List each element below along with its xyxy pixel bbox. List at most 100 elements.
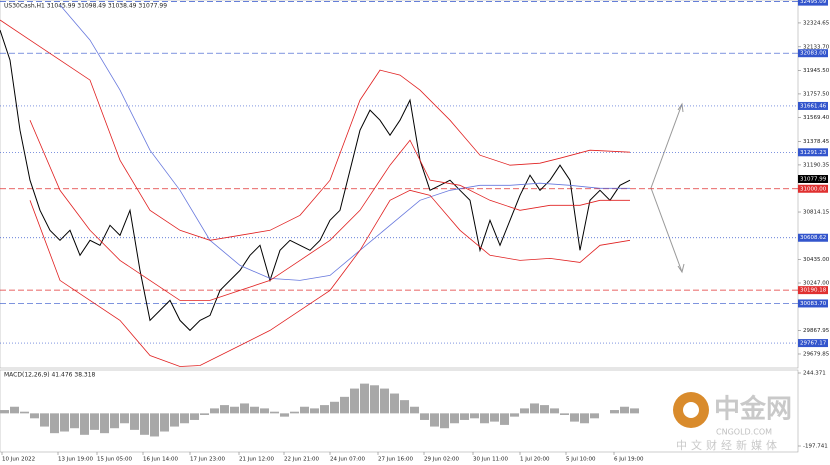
macd-bar bbox=[490, 413, 499, 422]
y-tick-label: 29867.95 bbox=[803, 328, 830, 334]
macd-bar bbox=[180, 413, 189, 424]
level-box bbox=[798, 49, 828, 58]
macd-bar bbox=[110, 413, 119, 429]
level-label: 31077.99 bbox=[800, 176, 827, 182]
y-tick-label: 31569.40 bbox=[803, 115, 830, 121]
macd-bar bbox=[420, 413, 429, 420]
y-tick-label: 32324.65 bbox=[803, 20, 830, 26]
y-tick-label: 31378.45 bbox=[803, 139, 830, 145]
slogan: 中文财经新媒体 bbox=[676, 438, 781, 452]
y-tick-label: 31757.50 bbox=[803, 91, 830, 97]
level-label: 29767.17 bbox=[800, 341, 827, 347]
x-tick-label: 15 Jun 05:00 bbox=[97, 457, 132, 463]
macd-bar bbox=[300, 406, 309, 414]
x-tick-label: 21 Jun 12:00 bbox=[239, 457, 274, 463]
x-tick-label: 13 Jun 19:00 bbox=[58, 457, 93, 463]
x-tick-label: 30 Jun 11:00 bbox=[473, 457, 508, 463]
macd-bar bbox=[280, 413, 289, 417]
level-label: 30608.62 bbox=[800, 235, 826, 241]
macd-bar bbox=[60, 413, 69, 432]
x-tick-label: 6 Jul 19:00 bbox=[614, 457, 644, 463]
x-tick-label: 10 Jun 2022 bbox=[2, 457, 35, 463]
level-label: 31000.00 bbox=[800, 186, 827, 192]
macd-bar bbox=[0, 410, 9, 414]
macd-bar bbox=[350, 388, 359, 414]
series-line bbox=[59, 4, 630, 281]
macd-bar bbox=[230, 406, 239, 414]
y-tick-label: 30814.15 bbox=[803, 210, 830, 216]
macd-bar bbox=[460, 413, 469, 420]
macd-bar bbox=[380, 388, 389, 414]
x-tick-label: 5 Jul 10:00 bbox=[566, 457, 596, 463]
macd-bar bbox=[130, 413, 139, 430]
level-label: 31661.46 bbox=[800, 103, 827, 109]
series-line bbox=[0, 19, 631, 241]
x-tick-label: 27 Jun 16:00 bbox=[378, 457, 413, 463]
macd-bar bbox=[550, 408, 559, 414]
macd-bar bbox=[150, 413, 159, 437]
macd-bar bbox=[500, 413, 509, 425]
level-label: 32083.00 bbox=[800, 51, 827, 57]
macd-bar bbox=[410, 406, 419, 414]
level-box bbox=[798, 299, 828, 308]
macd-bar bbox=[190, 413, 199, 420]
main-panel bbox=[0, 0, 799, 369]
site: CNGOLD.COM bbox=[716, 428, 772, 437]
macd-bar bbox=[120, 413, 129, 424]
macd-bar bbox=[260, 408, 269, 414]
macd-bar bbox=[510, 413, 519, 417]
macd-bar bbox=[440, 413, 449, 429]
macd-bar bbox=[30, 413, 39, 419]
macd-bar bbox=[70, 413, 79, 429]
brand: 中金网 bbox=[714, 394, 792, 425]
macd-bar bbox=[220, 405, 229, 414]
level-box bbox=[798, 339, 828, 348]
level-box bbox=[798, 101, 828, 110]
macd-bar bbox=[610, 410, 619, 414]
level-box bbox=[798, 148, 828, 157]
series-line bbox=[29, 120, 630, 301]
y-tick-label: 29679.85 bbox=[803, 351, 830, 357]
x-tick-label: 1 Jul 20:00 bbox=[520, 457, 550, 463]
macd-bar bbox=[290, 411, 299, 414]
macd-bar bbox=[270, 411, 279, 414]
macd-bar bbox=[320, 405, 329, 414]
level-label: 31291.23 bbox=[800, 150, 827, 156]
macd-bar bbox=[620, 406, 629, 414]
macd-bar bbox=[340, 396, 349, 414]
series-line bbox=[0, 29, 631, 332]
macd-bar bbox=[210, 408, 219, 414]
level-label: 32495.09 bbox=[800, 0, 827, 5]
macd-bar bbox=[540, 405, 549, 414]
macd-bar bbox=[160, 413, 169, 432]
y-tick-label: 30247.00 bbox=[803, 281, 830, 287]
macd-bar bbox=[240, 403, 249, 414]
macd-bar bbox=[90, 413, 99, 430]
macd-bar bbox=[140, 413, 149, 435]
macd-y-tick-label: -197.741 bbox=[803, 444, 828, 450]
level-box bbox=[798, 184, 828, 193]
macd-bar bbox=[40, 413, 49, 427]
macd-bar bbox=[200, 413, 209, 416]
y-tick-label: 31945.50 bbox=[803, 68, 830, 74]
macd-bar bbox=[80, 413, 89, 435]
macd-title: MACD(12,26,9) 41.476 38.318 bbox=[4, 372, 96, 379]
series-line bbox=[29, 189, 631, 367]
y-tick-label: 31190.35 bbox=[803, 162, 830, 168]
macd-bar bbox=[580, 413, 589, 424]
macd-bar bbox=[20, 411, 29, 414]
macd-bar bbox=[560, 413, 569, 416]
chart-title: US30Cash,H1 31045.99 31098.49 31038.49 3… bbox=[4, 3, 167, 10]
x-tick-label: 22 Jun 21:00 bbox=[284, 457, 319, 463]
macd-y-tick-label: 244.371 bbox=[803, 371, 826, 377]
macd-bar bbox=[470, 413, 479, 419]
macd-bar bbox=[450, 413, 459, 424]
level-box bbox=[798, 174, 828, 183]
macd-bar bbox=[360, 383, 369, 414]
watermark: 中金网 CNGOLD.COM 中文财经新媒体 bbox=[673, 392, 792, 452]
macd-bar bbox=[250, 406, 259, 414]
macd-bar bbox=[520, 408, 529, 414]
x-tick-label: 29 Jun 02:00 bbox=[424, 457, 459, 463]
macd-bar bbox=[370, 385, 379, 414]
